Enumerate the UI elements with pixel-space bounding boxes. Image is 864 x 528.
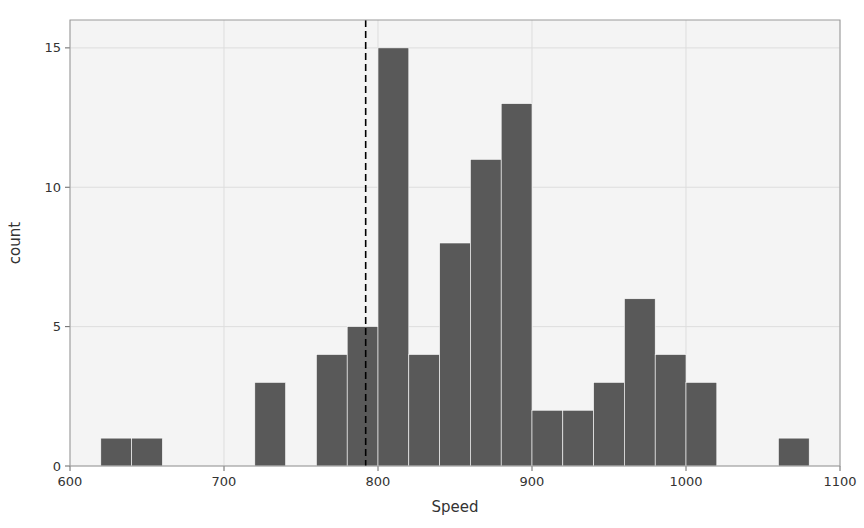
tick-mark [532, 466, 533, 471]
bar [132, 438, 163, 466]
bar [316, 355, 347, 467]
grid-line [224, 20, 225, 466]
tick-mark [65, 466, 70, 467]
bar [101, 438, 132, 466]
tick-label: 600 [58, 474, 83, 489]
tick-label: 5 [53, 319, 61, 334]
axis-label: count [6, 222, 24, 264]
bar [470, 159, 501, 466]
tick-mark [378, 466, 379, 471]
tick-label: 900 [520, 474, 545, 489]
tick-mark [840, 466, 841, 471]
bar [655, 355, 686, 467]
tick-label: 1100 [823, 474, 856, 489]
plot-area [70, 20, 840, 466]
tick-mark [65, 187, 70, 188]
bar [409, 355, 440, 467]
tick-mark [70, 466, 71, 471]
bar [378, 48, 409, 466]
tick-mark [65, 326, 70, 327]
bar [563, 410, 594, 466]
bar [440, 243, 471, 466]
tick-label: 800 [366, 474, 391, 489]
bar [532, 410, 563, 466]
chart: 600 700 800 900 1000 1100 0 5 10 15 Speed count [0, 0, 864, 528]
tick-label: 10 [44, 180, 61, 195]
bar [594, 382, 625, 466]
bar [255, 382, 286, 466]
bar [347, 327, 378, 466]
tick-mark [686, 466, 687, 471]
bar [686, 382, 717, 466]
tick-label: 700 [212, 474, 237, 489]
reference-line [365, 20, 367, 466]
bar [501, 104, 532, 466]
bar [624, 299, 655, 466]
plot-frame [70, 20, 840, 466]
grid [70, 20, 840, 466]
tick-mark [224, 466, 225, 471]
axis-label: Speed [431, 498, 478, 516]
tick-label: 0 [53, 459, 61, 474]
tick-mark [65, 47, 70, 48]
grid-line [70, 187, 840, 188]
grid-line [70, 47, 840, 48]
bar [778, 438, 809, 466]
bars [101, 20, 809, 466]
tick-label: 15 [44, 40, 61, 55]
chart-container: 600 700 800 900 1000 1100 0 5 10 15 Speed count [0, 0, 864, 528]
tick-label: 1000 [669, 474, 702, 489]
axes: 600 700 800 900 1000 1100 0 5 10 15 [44, 40, 856, 489]
